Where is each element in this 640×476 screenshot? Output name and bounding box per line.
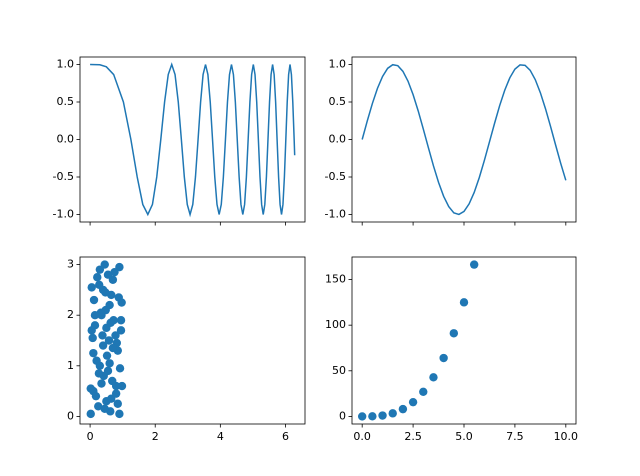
point	[101, 288, 110, 297]
point	[108, 343, 118, 353]
point	[94, 369, 104, 378]
point	[94, 402, 103, 411]
x-tick-label: 7.5	[506, 430, 524, 443]
point	[103, 270, 113, 279]
x-tick-label: 4	[217, 430, 224, 443]
point	[469, 260, 479, 269]
point	[89, 348, 98, 358]
line	[90, 62, 296, 218]
point	[104, 336, 114, 345]
point	[98, 341, 108, 350]
y-tick-label: 50	[332, 364, 346, 377]
y-tick-label: 2	[67, 308, 74, 321]
point	[86, 384, 95, 393]
x-tick-label: 6	[282, 430, 289, 443]
y-tick-label: -1.0	[53, 208, 74, 221]
point	[117, 298, 126, 307]
point	[95, 361, 105, 371]
point	[429, 373, 438, 382]
point	[378, 411, 387, 420]
y-tick-label: 3	[67, 258, 74, 271]
point	[106, 318, 115, 327]
line	[361, 63, 567, 216]
point	[93, 273, 102, 282]
y-tick-label: 0.0	[329, 133, 347, 146]
point	[439, 353, 448, 363]
point	[90, 310, 100, 320]
point	[116, 326, 126, 335]
x-tick-label: 5.0	[455, 430, 473, 443]
point	[398, 404, 408, 414]
x-tick-label: 2.5	[404, 430, 422, 443]
axes-frame	[351, 56, 577, 223]
point	[88, 333, 97, 343]
x-tick-label: 0	[87, 430, 94, 443]
point	[110, 267, 119, 277]
point	[408, 397, 418, 407]
point	[91, 391, 101, 401]
point	[449, 329, 459, 338]
point	[419, 387, 428, 396]
point	[100, 260, 109, 269]
point	[117, 381, 127, 391]
y-tick-label: -0.5	[325, 170, 346, 183]
point	[115, 409, 124, 419]
y-tick-label: 0.5	[329, 95, 347, 108]
point	[108, 376, 117, 386]
axes-frame	[79, 256, 306, 425]
x-tick-label: 2	[152, 430, 159, 443]
point	[459, 298, 469, 307]
point	[89, 295, 99, 305]
point	[105, 359, 114, 368]
y-tick-label: 0	[67, 409, 74, 422]
y-tick-label: 0	[339, 409, 346, 422]
point	[97, 379, 106, 388]
y-tick-label: -0.5	[53, 170, 74, 183]
point	[87, 283, 96, 292]
point	[113, 399, 122, 408]
x-tick-label: 0.0	[353, 430, 371, 443]
point	[111, 389, 121, 398]
point	[115, 364, 125, 373]
x-tick-label: 10.0	[554, 430, 579, 443]
y-tick-label: -1.0	[325, 208, 346, 221]
point	[87, 326, 96, 335]
axes-frame	[79, 56, 306, 223]
point	[368, 412, 377, 421]
y-tick-label: 1.0	[57, 58, 75, 71]
point	[357, 412, 367, 421]
y-tick-label: 150	[325, 273, 346, 286]
y-tick-label: 1.0	[329, 58, 347, 71]
y-tick-label: 1	[67, 359, 74, 372]
point	[388, 409, 397, 418]
axes-frame	[351, 256, 577, 425]
y-tick-label: 100	[325, 318, 346, 331]
point	[102, 351, 112, 360]
point	[100, 404, 109, 414]
y-tick-label: 0.5	[57, 95, 75, 108]
point	[86, 409, 95, 419]
point	[116, 316, 126, 325]
y-tick-label: 0.0	[57, 133, 75, 146]
point	[98, 331, 107, 340]
point	[111, 331, 120, 340]
